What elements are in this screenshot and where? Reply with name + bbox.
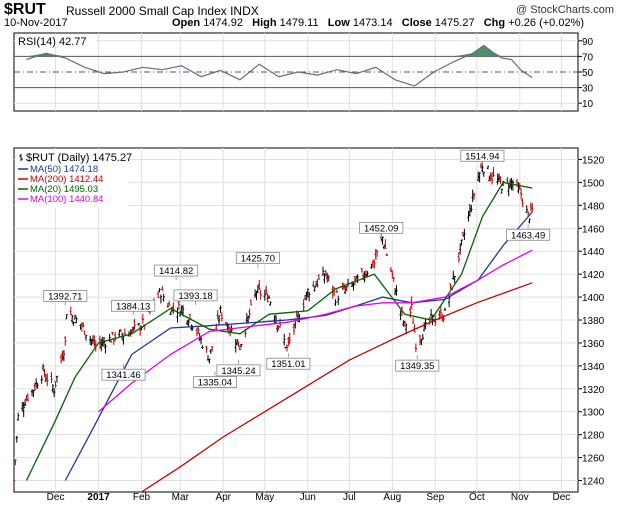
price-title: $RUT (Daily) 1475.27 — [26, 152, 132, 164]
legend-entry: MA(200) 1412.44 — [30, 174, 103, 185]
rsi-overbought-fill — [26, 45, 533, 57]
annotation-label: 1335.04 — [198, 378, 232, 389]
price-tick-label: 1260 — [582, 454, 605, 465]
legend-entry: MA(20) 1495.03 — [30, 184, 98, 195]
rsi-title: RSI(14) 42.77 — [18, 36, 86, 48]
annotation-label: 1345.24 — [221, 366, 255, 377]
annotation-box — [235, 252, 280, 264]
x-tick-label: May — [255, 492, 274, 503]
annotation-box — [101, 368, 146, 381]
annotation-label: 1452.09 — [364, 223, 398, 234]
price-tick-label: 1500 — [582, 178, 605, 189]
legend-title-row — [19, 154, 23, 161]
price-tick-label: 1340 — [582, 362, 605, 373]
moving-average-line — [64, 211, 533, 481]
x-tick-label: Jun — [300, 492, 316, 503]
open-value: 1474.92 — [203, 17, 243, 29]
rsi-tick-label: 30 — [582, 84, 594, 95]
legend-entry: MA(100) 1440.84 — [30, 194, 103, 205]
moving-average-line — [141, 282, 533, 492]
x-tick-label: Jul — [343, 492, 356, 503]
legend-entry: MA(50) 1474.18 — [30, 164, 98, 175]
x-tick-label: Apr — [215, 492, 231, 503]
open-label: Open — [172, 17, 201, 29]
price-tick-label: 1420 — [582, 270, 605, 281]
annotation-box — [154, 264, 199, 277]
chart-header: $RUT Russell 2000 Small Cap Index INDX @… — [0, 0, 620, 30]
chart-date: 10-Nov-2017 — [4, 17, 68, 29]
ohlc-readout: Open 1474.92 High 1479.11 Low 1473.14 Cl… — [172, 17, 584, 29]
annotation-box — [359, 221, 404, 234]
annotation-label: 1351.01 — [271, 359, 305, 370]
annotation-box — [506, 228, 551, 241]
annotation-box — [43, 290, 88, 302]
annotation-label: 1425.70 — [241, 254, 275, 265]
annotation-box — [395, 359, 440, 372]
annotation-label: 1392.71 — [48, 291, 82, 302]
symbol: $RUT — [4, 1, 46, 18]
x-tick-label: Mar — [172, 492, 190, 503]
rsi-tick-label: 90 — [582, 37, 594, 48]
change-value: +0.26 (+0.02%) — [508, 17, 585, 29]
x-tick-label: Sep — [426, 492, 444, 503]
x-tick-label: Oct — [469, 492, 485, 503]
price-tick-label: 1480 — [582, 201, 605, 212]
annotation-box — [266, 357, 311, 370]
change-label: Chg — [483, 17, 506, 29]
price-tick-label: 1360 — [582, 339, 605, 350]
annotation-box — [111, 299, 156, 312]
x-tick-label: Feb — [133, 492, 151, 503]
price-tick-label: 1380 — [582, 316, 605, 327]
rsi-tick-label: 10 — [582, 99, 594, 110]
price-tick-label: 1460 — [582, 224, 605, 235]
x-tick-label: Dec — [552, 492, 570, 503]
low-value: 1473.14 — [352, 17, 393, 29]
annotation-label: 1349.35 — [400, 361, 434, 372]
annotation-label: 1514.94 — [465, 151, 499, 162]
annotation-label: 1341.46 — [106, 370, 140, 381]
annotation-label: 1463.49 — [511, 230, 545, 241]
annotation-label: 1414.82 — [159, 266, 193, 277]
watermark: @ StockCharts.com — [516, 4, 614, 16]
x-tick-label: Dec — [47, 492, 65, 503]
price-tick-label: 1300 — [582, 408, 605, 419]
price-tick-label: 1440 — [582, 247, 605, 258]
high-label: High — [252, 17, 277, 29]
annotation-label: 1393.18 — [178, 291, 212, 302]
price-tick-label: 1320 — [582, 385, 605, 396]
annotation-box — [173, 289, 218, 302]
x-tick-label: Aug — [383, 492, 401, 503]
rsi-line — [26, 44, 533, 87]
moving-average-line — [25, 181, 533, 481]
close-value: 1475.27 — [434, 17, 475, 29]
legend-bg — [16, 150, 128, 208]
x-tick-label: Nov — [511, 492, 529, 503]
rsi-tick-label: 50 — [582, 68, 594, 79]
price-tick-label: 1400 — [582, 293, 605, 304]
annotation-box — [192, 376, 237, 388]
low-label: Low — [327, 17, 350, 29]
index-name: Russell 2000 Small Cap Index INDX — [66, 4, 259, 18]
price-tick-label: 1280 — [582, 431, 605, 442]
annotation-box — [460, 149, 505, 162]
price-tick-label: 1240 — [582, 477, 605, 488]
x-tick-label: 2017 — [87, 492, 110, 503]
price-tick-label: 1520 — [582, 155, 605, 166]
rsi-title-bg — [16, 35, 96, 47]
price-plot-group — [14, 162, 534, 492]
annotation-label: 1384.13 — [116, 301, 150, 312]
annotation-box — [216, 364, 261, 377]
moving-average-line — [98, 249, 533, 413]
close-label: Close — [401, 17, 432, 29]
rsi-tick-label: 70 — [582, 52, 594, 63]
high-value: 1479.11 — [279, 17, 319, 29]
